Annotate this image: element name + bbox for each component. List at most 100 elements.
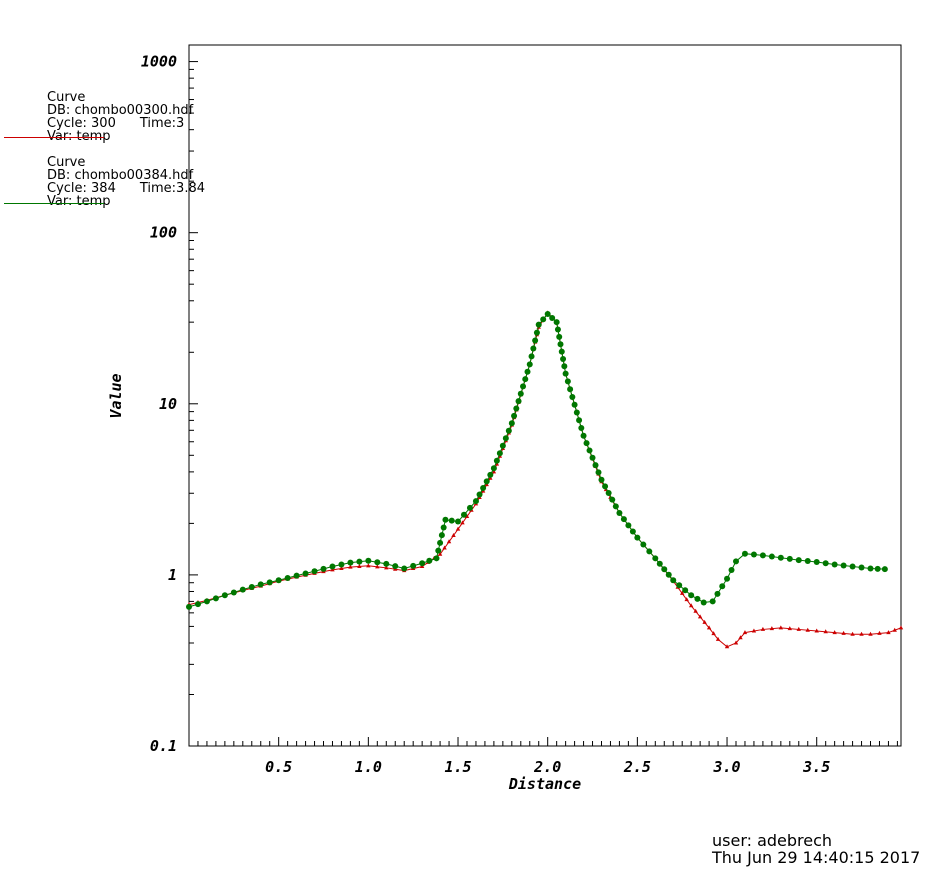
legend-entry-2-title: Curve: [47, 155, 86, 170]
data-point: [257, 581, 264, 588]
data-point: [311, 568, 318, 575]
data-point: [460, 520, 465, 525]
data-point: [535, 321, 542, 328]
data-point: [868, 631, 873, 636]
data-point: [670, 577, 677, 584]
data-point: [634, 534, 641, 541]
data-point: [544, 310, 551, 317]
data-point: [700, 599, 707, 606]
data-point: [517, 390, 524, 397]
data-point: [194, 601, 201, 608]
data-point: [881, 566, 888, 573]
data-point: [410, 562, 417, 569]
data-point: [595, 469, 602, 476]
data-point: [513, 405, 520, 412]
data-point: [822, 560, 829, 567]
data-point: [832, 630, 837, 635]
data-point: [706, 625, 712, 630]
data-point: [448, 517, 455, 524]
y-tick-label: 1000: [141, 53, 177, 71]
data-point: [442, 516, 449, 523]
data-point: [733, 640, 739, 645]
data-point: [302, 570, 309, 577]
data-point: [472, 498, 479, 505]
data-point: [892, 627, 897, 632]
data-point: [795, 557, 802, 564]
data-point: [719, 583, 726, 590]
tick-labels: 0.5 1.0 1.5 2.0 2.5 3.0 3.5 0.1 1 10 100 1000: [141, 53, 830, 776]
data-point: [661, 566, 668, 573]
data-point: [688, 592, 695, 599]
data-point: [284, 574, 291, 581]
data-point: [554, 326, 561, 333]
data-point: [532, 337, 539, 344]
data-point: [480, 484, 487, 491]
data-point: [455, 518, 462, 525]
data-point: [751, 628, 757, 633]
series-2-line: [188, 313, 885, 608]
data-point: [688, 603, 694, 608]
data-point: [491, 469, 497, 474]
legend-entry-2-cycle-time: Cycle: 384 Time:3.84: [47, 182, 205, 195]
data-point: [540, 316, 547, 323]
legend-entry-1-title: Curve: [47, 90, 86, 105]
y-tick-label: 100: [150, 224, 177, 242]
data-point: [561, 363, 568, 370]
data-point: [805, 627, 810, 632]
data-point: [656, 560, 663, 567]
data-point: [562, 370, 569, 377]
data-point: [724, 575, 731, 582]
y-tick-label: 1: [168, 566, 177, 584]
data-point: [796, 626, 801, 631]
data-point: [858, 564, 865, 571]
data-point: [365, 557, 372, 564]
data-point: [576, 417, 583, 424]
data-point: [419, 560, 426, 567]
x-tick-label: 3.5: [802, 758, 830, 776]
data-point: [598, 476, 605, 483]
data-point: [580, 432, 587, 439]
data-point: [451, 532, 456, 537]
data-point: [640, 541, 647, 548]
data-point: [556, 333, 563, 340]
data-point: [733, 558, 740, 565]
data-point: [814, 628, 819, 633]
legend-entry-1-var: Var: temp: [47, 129, 111, 144]
data-point: [511, 412, 518, 419]
data-point: [437, 539, 444, 546]
data-point: [850, 631, 855, 636]
data-point: [293, 572, 300, 579]
y-tick-label: 10: [159, 395, 177, 413]
data-point: [433, 555, 440, 562]
data-point: [375, 564, 380, 569]
data-point: [886, 630, 891, 635]
data-point: [728, 567, 735, 574]
data-point: [612, 503, 619, 510]
data-point: [778, 625, 784, 630]
data-point: [466, 504, 473, 511]
data-point: [813, 558, 820, 565]
data-point: [558, 348, 565, 355]
data-point: [383, 560, 390, 567]
data-point: [682, 587, 689, 594]
y-axis-title: Value: [107, 373, 125, 418]
data-point: [560, 355, 567, 362]
data-point: [493, 457, 500, 464]
data-point: [840, 562, 847, 569]
data-point: [709, 598, 716, 605]
series-2: [186, 310, 888, 610]
data-point: [711, 631, 716, 636]
legend-entry-2-swatch: [4, 203, 104, 204]
y-tick-label: 0.1: [150, 737, 177, 755]
footer-timestamp: Thu Jun 29 14:40:15 2017: [712, 848, 921, 867]
data-point: [557, 341, 564, 348]
data-point: [348, 564, 353, 569]
data-point: [693, 608, 698, 613]
data-point: [652, 555, 659, 562]
data-point: [221, 592, 228, 599]
legend-entry-2: Curve DB: chombo00384.hdf Cycle: 384 Time…: [4, 155, 205, 208]
data-point: [867, 565, 874, 572]
legend-entry-1-db: DB: chombo00300.hdf: [47, 103, 194, 118]
data-point: [841, 630, 846, 635]
data-point: [620, 516, 627, 523]
